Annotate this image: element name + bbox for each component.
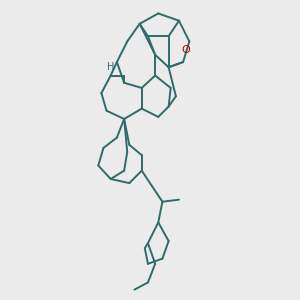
Text: O: O: [182, 45, 190, 55]
Text: H: H: [107, 62, 114, 72]
